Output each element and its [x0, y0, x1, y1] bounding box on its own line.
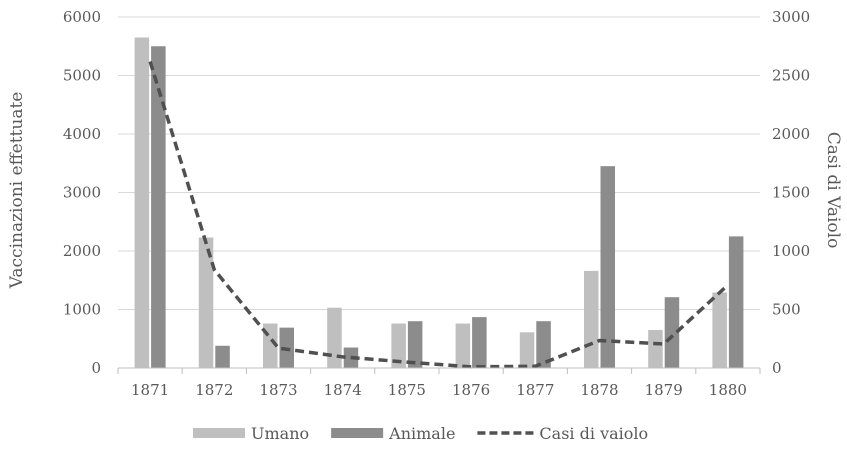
x-tick-label: 1879 — [645, 381, 683, 399]
x-tick-label: 1877 — [516, 381, 554, 399]
y2-tick-label: 0 — [772, 359, 782, 377]
bar-animale — [151, 46, 166, 368]
legend-label: Umano — [251, 424, 309, 443]
bar-umano — [584, 270, 599, 368]
line-series — [148, 60, 730, 369]
bar-animale — [728, 236, 744, 368]
bar-umano — [712, 292, 727, 368]
bar-animale — [407, 321, 423, 368]
x-tick-label: 1874 — [324, 381, 362, 399]
y2-tick-label: 3000 — [772, 8, 810, 26]
legend-label: Animale — [388, 424, 455, 443]
axes: 0 1000 2000 3000 4000 5000 6000 0 500 1000 1500 200… — [63, 8, 810, 399]
bars — [134, 37, 744, 368]
x-tick-label: 1875 — [388, 381, 426, 399]
bar-animale — [600, 166, 615, 368]
y-tick-label: 0 — [91, 359, 101, 377]
x-tick-label: 1880 — [709, 381, 747, 399]
bar-animale — [472, 317, 487, 368]
y2-tick-label: 2500 — [772, 67, 810, 85]
bar-umano — [198, 237, 214, 368]
x-tick-label: 1871 — [131, 381, 169, 399]
y2-tick-label: 500 — [772, 301, 801, 319]
legend-swatch-animale — [331, 428, 384, 438]
bar-animale — [536, 321, 551, 368]
x-tick-label: 1873 — [259, 381, 297, 399]
y-tick-label: 3000 — [63, 184, 101, 202]
line-casi-di-vaiolo — [148, 60, 730, 369]
y-tick-label: 4000 — [63, 125, 101, 143]
y2-axis-title: Casi di Vaiolo — [823, 132, 843, 249]
x-tick-label: 1872 — [195, 381, 233, 399]
bar-umano — [648, 329, 663, 368]
legend-label: Casi di vaiolo — [539, 424, 648, 443]
y-tick-label: 1000 — [63, 301, 101, 319]
bar-umano — [134, 37, 150, 368]
y2-tick-label: 2000 — [772, 125, 810, 143]
bar-umano — [519, 332, 535, 368]
y2-tick-label: 1000 — [772, 242, 810, 260]
y-tick-label: 6000 — [63, 8, 101, 26]
bar-animale — [215, 345, 230, 368]
bar-umano — [455, 323, 471, 368]
y-axis-title: Vaccinazioni effettuate — [7, 92, 27, 290]
y2-tick-label: 1500 — [772, 184, 810, 202]
x-tick-label: 1878 — [580, 381, 618, 399]
y-tick-label: 5000 — [63, 67, 101, 85]
legend: Umano Animale Casi di vaiolo — [193, 424, 648, 443]
x-tick-label: 1876 — [452, 381, 490, 399]
bar-umano — [391, 323, 406, 368]
bar-animale — [664, 297, 680, 368]
bar-umano — [327, 307, 342, 368]
gridlines — [118, 16, 760, 310]
y-tick-label: 2000 — [63, 242, 101, 260]
legend-swatch-umano — [193, 428, 245, 438]
